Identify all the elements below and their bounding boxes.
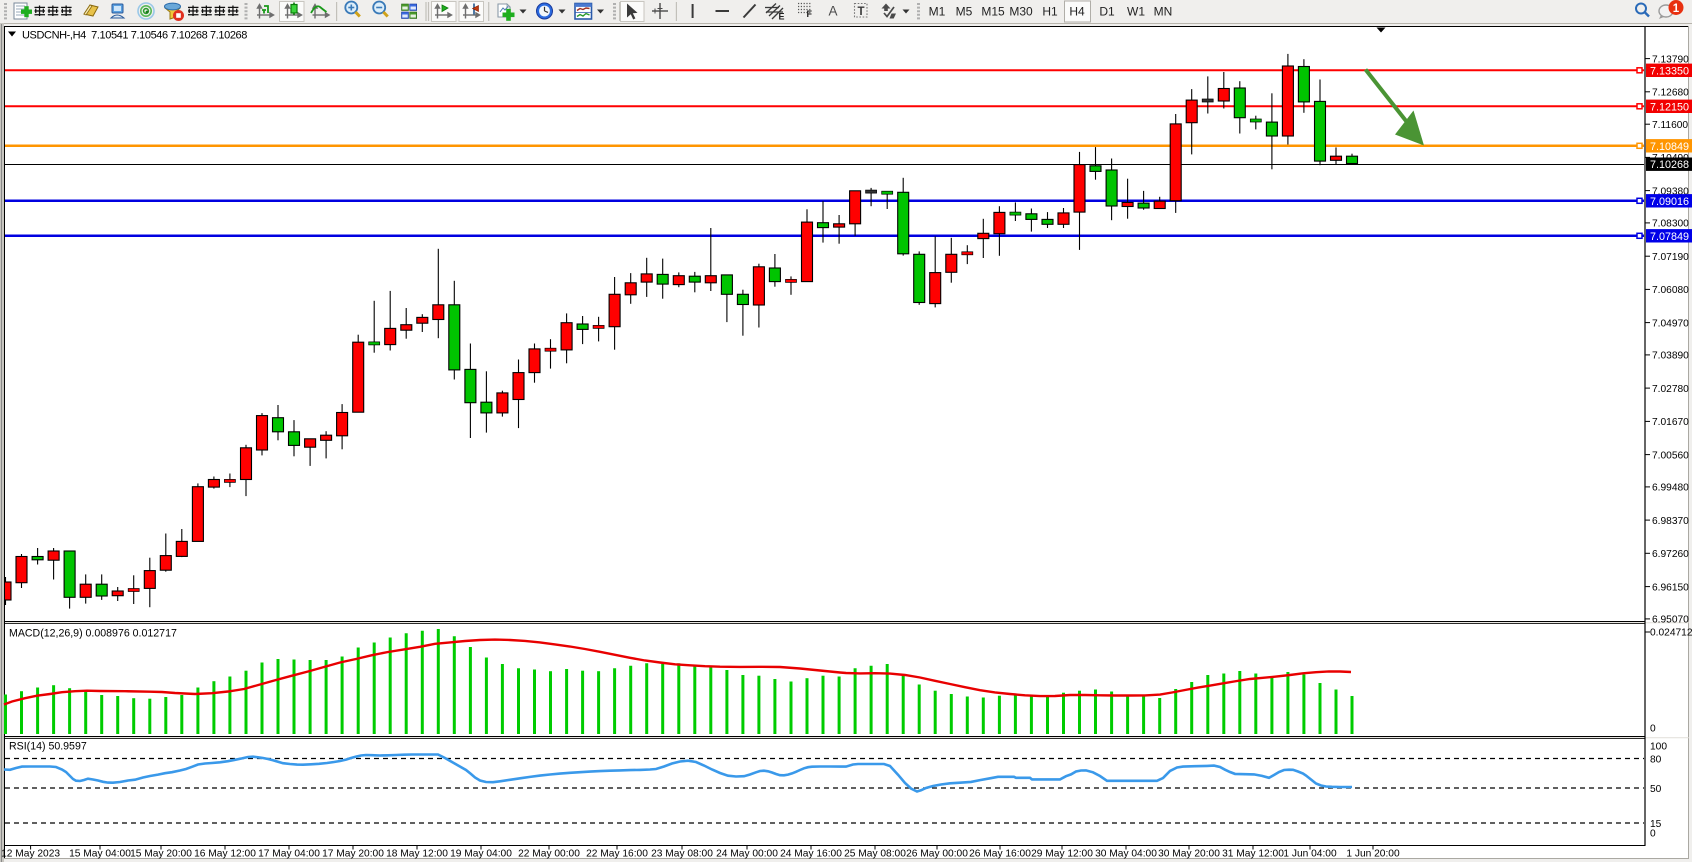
svg-text:17 May 04:00: 17 May 04:00 <box>258 849 320 860</box>
svg-text:1: 1 <box>1673 3 1680 15</box>
svg-text:31 May 12:00: 31 May 12:00 <box>1222 849 1284 860</box>
svg-text:6.95070: 6.95070 <box>1652 615 1689 626</box>
svg-text:1 Jun 20:00: 1 Jun 20:00 <box>1346 849 1400 860</box>
svg-text:W1: W1 <box>1127 5 1145 19</box>
svg-text:H4: H4 <box>1069 5 1085 19</box>
svg-text:6.96150: 6.96150 <box>1652 582 1689 593</box>
svg-text:7.00560: 7.00560 <box>1652 450 1689 461</box>
svg-text:7.07190: 7.07190 <box>1652 252 1689 263</box>
svg-text:22 May 16:00: 22 May 16:00 <box>586 849 648 860</box>
svg-text:19 May 04:00: 19 May 04:00 <box>450 849 512 860</box>
svg-text:USDCNH-,H4 7.10541 7.10546 7.: USDCNH-,H4 7.10541 7.10546 7.10268 7.102… <box>22 30 247 42</box>
svg-text:0: 0 <box>1650 724 1656 735</box>
svg-text:7.09016: 7.09016 <box>1650 196 1689 208</box>
svg-text:M5: M5 <box>956 5 973 19</box>
svg-text:T: T <box>858 6 865 18</box>
svg-text:M30: M30 <box>1009 5 1033 19</box>
svg-text:6.99480: 6.99480 <box>1652 483 1689 494</box>
svg-text:7.13350: 7.13350 <box>1650 65 1689 77</box>
svg-text:F: F <box>807 9 813 19</box>
svg-text:7.11600: 7.11600 <box>1652 120 1688 131</box>
svg-text:7.12150: 7.12150 <box>1650 101 1689 113</box>
svg-text:7.13790: 7.13790 <box>1652 54 1689 65</box>
svg-text:M15: M15 <box>981 5 1005 19</box>
svg-text:D1: D1 <box>1099 5 1115 19</box>
svg-text:26 May 00:00: 26 May 00:00 <box>906 849 968 860</box>
svg-text:25 May 08:00: 25 May 08:00 <box>844 849 906 860</box>
svg-text:6.98370: 6.98370 <box>1652 516 1689 527</box>
svg-text:18 May 12:00: 18 May 12:00 <box>386 849 448 860</box>
svg-text:29 May 12:00: 29 May 12:00 <box>1031 849 1093 860</box>
svg-text:MN: MN <box>1154 5 1173 19</box>
svg-text:A: A <box>829 4 838 19</box>
svg-text:26 May 16:00: 26 May 16:00 <box>969 849 1031 860</box>
svg-text:7.10849: 7.10849 <box>1650 141 1689 153</box>
svg-text:17 May 20:00: 17 May 20:00 <box>322 849 384 860</box>
svg-text:7.06080: 7.06080 <box>1652 285 1689 296</box>
svg-text:7.09380: 7.09380 <box>1652 186 1689 197</box>
svg-text:7.04970: 7.04970 <box>1652 318 1689 329</box>
svg-text:23 May 08:00: 23 May 08:00 <box>651 849 713 860</box>
svg-text:30 May 20:00: 30 May 20:00 <box>1158 849 1220 860</box>
svg-text:7.03890: 7.03890 <box>1652 351 1689 362</box>
svg-text:7.08300: 7.08300 <box>1652 219 1689 230</box>
svg-text:50: 50 <box>1650 784 1662 795</box>
svg-text:7.10268: 7.10268 <box>1650 159 1689 171</box>
svg-text:7.01670: 7.01670 <box>1652 417 1689 428</box>
svg-text:7.12680: 7.12680 <box>1652 88 1689 99</box>
svg-text:15: 15 <box>1650 819 1662 830</box>
svg-text:1 Jun 04:00: 1 Jun 04:00 <box>1283 849 1337 860</box>
svg-text:80: 80 <box>1650 755 1662 766</box>
svg-text:MACD(12,26,9) 0.008976 0.01271: MACD(12,26,9) 0.008976 0.012717 <box>9 628 177 640</box>
svg-text:E: E <box>779 12 785 22</box>
svg-text:16 May 12:00: 16 May 12:00 <box>194 849 256 860</box>
svg-text:0.024712: 0.024712 <box>1650 628 1692 639</box>
svg-text:7.07849: 7.07849 <box>1650 231 1689 243</box>
svg-text:H1: H1 <box>1042 5 1058 19</box>
svg-text:7.02780: 7.02780 <box>1652 384 1689 395</box>
svg-text:0: 0 <box>1650 829 1656 840</box>
svg-text:24 May 16:00: 24 May 16:00 <box>780 849 842 860</box>
svg-text:15 May 20:00: 15 May 20:00 <box>130 849 192 860</box>
svg-text:24 May 00:00: 24 May 00:00 <box>716 849 778 860</box>
svg-text:100: 100 <box>1650 742 1667 753</box>
svg-text:22 May 00:00: 22 May 00:00 <box>518 849 580 860</box>
svg-text:30 May 04:00: 30 May 04:00 <box>1095 849 1157 860</box>
svg-text:15 May 04:00: 15 May 04:00 <box>69 849 131 860</box>
svg-text:M1: M1 <box>929 5 946 19</box>
svg-text:RSI(14) 50.9597: RSI(14) 50.9597 <box>9 741 87 753</box>
svg-text:12 May 2023: 12 May 2023 <box>1 849 60 860</box>
svg-text:6.97260: 6.97260 <box>1652 549 1689 560</box>
